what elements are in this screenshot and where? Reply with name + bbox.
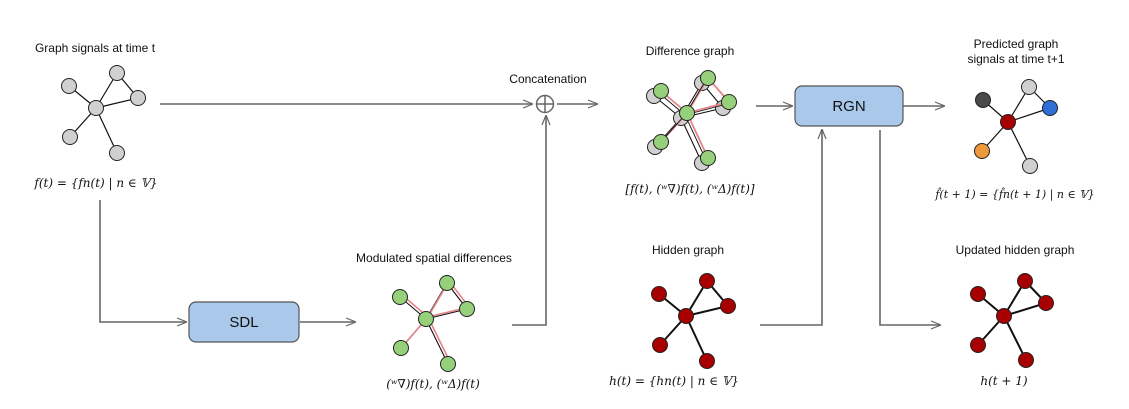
concat-operator-icon — [535, 94, 555, 114]
graph-node — [1038, 295, 1054, 311]
graph-node — [109, 145, 125, 161]
updated-title: Updated hidden graph — [956, 243, 1075, 257]
graph-node — [1018, 352, 1034, 368]
graph-node — [970, 337, 986, 353]
graph-updated-hidden — [970, 273, 1054, 368]
graph-node — [720, 298, 736, 314]
diff-title: Difference graph — [646, 44, 735, 58]
graph-node — [1022, 158, 1038, 174]
graph-predicted — [974, 79, 1058, 174]
graph-node — [651, 286, 667, 302]
graph-input — [61, 65, 146, 161]
graph-difference — [646, 70, 737, 171]
graph-node — [699, 273, 715, 289]
sdl-label: SDL — [229, 314, 258, 331]
arrow-input-to-sdl — [99, 200, 186, 322]
graph-modulated — [392, 275, 475, 372]
rgn-box: RGN — [794, 85, 904, 127]
updated-formula: h(t + 1) — [980, 374, 1028, 388]
graph-node — [440, 356, 456, 372]
graph-node — [678, 308, 694, 324]
pred-title-line2: signals at time t+1 — [967, 52, 1064, 66]
rgn-label: RGN — [832, 98, 865, 115]
graph-node — [1017, 273, 1033, 289]
concat-label: Concatenation — [509, 72, 586, 86]
graph-node — [1042, 100, 1058, 116]
sdl-box: SDL — [188, 301, 300, 343]
graph-node — [109, 65, 125, 81]
graph-node — [459, 301, 475, 317]
hidden-formula: h(t) = {hn(t) | n ∈ 𝕍} — [609, 374, 739, 388]
graph-node — [700, 150, 716, 166]
graph-node — [62, 129, 78, 145]
mod-title: Modulated spatial differences — [356, 251, 512, 265]
pred-title-line1: Predicted graph — [974, 37, 1059, 51]
graph-node — [61, 78, 77, 94]
arrow-hidden-to-rgn — [760, 130, 822, 326]
graph-node — [679, 105, 695, 121]
graph-node — [700, 70, 716, 86]
graph-node — [418, 311, 434, 327]
input-formula: f(t) = {fn(t) | n ∈ 𝕍} — [33, 176, 157, 190]
graph-node — [970, 286, 986, 302]
graph-node — [974, 143, 990, 159]
graph-node — [653, 83, 669, 99]
diff-formula: [f(t), (ʷ∇)f(t), (ʷΔ)f(t)] — [625, 182, 755, 196]
connectors — [99, 104, 944, 326]
graph-node — [392, 289, 408, 305]
graph-node — [393, 340, 409, 356]
input-title: Graph signals at time t — [35, 41, 156, 55]
graph-node — [652, 337, 668, 353]
mod-formula: (ʷ∇)f(t), (ʷΔ)f(t) — [386, 377, 480, 391]
graph-node — [721, 94, 737, 110]
pred-formula: f̂(t + 1) = {f̂n(t + 1) | n ∈ 𝕍} — [934, 188, 1094, 202]
graph-node — [975, 92, 991, 108]
arrow-rgn-to-updated — [879, 130, 940, 325]
graph-node — [699, 353, 715, 369]
graph-node — [1000, 114, 1016, 130]
arrow-mod-to-concat — [512, 116, 546, 326]
graph-node — [88, 100, 104, 116]
hidden-title: Hidden graph — [652, 243, 724, 257]
graph-node — [996, 308, 1012, 324]
graph-hidden — [651, 273, 736, 369]
graph-node — [130, 90, 146, 106]
graph-node — [653, 134, 669, 150]
graph-node — [1021, 79, 1037, 95]
graph-node — [439, 275, 455, 291]
